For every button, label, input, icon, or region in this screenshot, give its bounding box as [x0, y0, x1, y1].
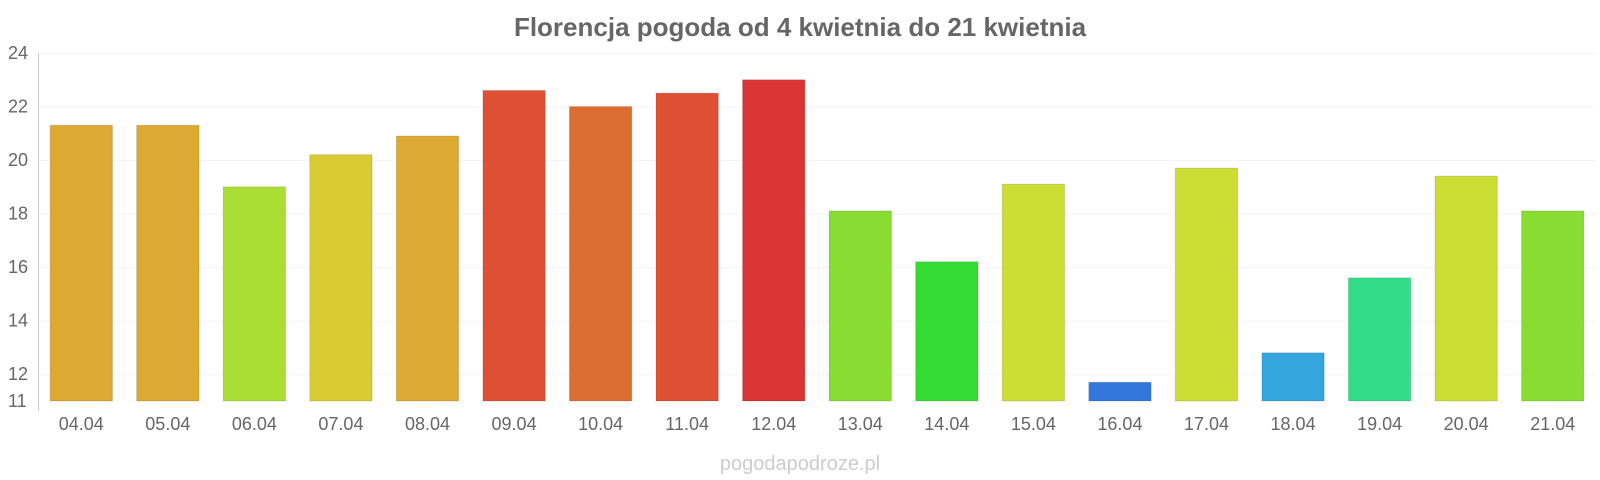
bar-07.04[interactable] — [309, 154, 373, 402]
x-tick-label: 10.04 — [578, 414, 623, 434]
x-tick-label: 07.04 — [318, 414, 363, 434]
bar-19.04[interactable] — [1347, 277, 1412, 402]
x-tick-label: 14.04 — [924, 414, 969, 434]
x-tick-label: 04.04 — [59, 414, 104, 434]
bar-04.04[interactable] — [49, 124, 113, 402]
x-tick-label: 13.04 — [838, 414, 883, 434]
y-tick-label: 11 — [8, 391, 27, 411]
x-tick-label: 08.04 — [405, 414, 450, 434]
x-tick-label: 11.04 — [665, 414, 709, 434]
y-tick-label: 12 — [8, 364, 28, 384]
bar-09.04[interactable] — [482, 89, 546, 402]
bar-10.04[interactable] — [568, 106, 633, 402]
x-tick-label: 06.04 — [232, 414, 277, 434]
bar-11.04[interactable] — [655, 92, 719, 402]
credit-text: pogodapodroze.pl — [720, 453, 880, 475]
x-tick-label: 21.04 — [1530, 414, 1575, 434]
x-tick-label: 09.04 — [492, 414, 537, 434]
bar-06.04[interactable] — [222, 186, 287, 402]
x-tick-label: 17.04 — [1184, 414, 1229, 434]
x-tick-label: 16.04 — [1097, 414, 1142, 434]
gridlines — [38, 53, 1596, 376]
bar-16.04[interactable] — [1088, 381, 1152, 402]
bar-08.04[interactable] — [395, 135, 460, 402]
y-tick-label: 20 — [8, 150, 28, 170]
x-tick-label: 19.04 — [1357, 414, 1402, 434]
bar-12.04[interactable] — [742, 79, 806, 402]
x-axis-ticks: 04.04 05.04 06.04 07.04 08.04 09.04 10.04 11.04… — [59, 414, 1575, 434]
bar-18.04[interactable] — [1261, 352, 1325, 402]
bar-17.04[interactable] — [1174, 167, 1239, 402]
bar-14.04[interactable] — [915, 261, 979, 402]
x-tick-label: 15.04 — [1011, 414, 1056, 434]
bar-20.04[interactable] — [1434, 175, 1498, 402]
y-tick-label: 22 — [8, 97, 28, 117]
y-tick-label: 24 — [8, 43, 28, 63]
bars — [49, 79, 1585, 402]
x-tick-label: 18.04 — [1271, 414, 1316, 434]
bar-05.04[interactable] — [136, 124, 200, 402]
x-tick-label: 20.04 — [1444, 414, 1489, 434]
y-tick-label: 14 — [8, 311, 28, 331]
bar-13.04[interactable] — [828, 210, 892, 402]
y-tick-label: 18 — [8, 204, 28, 224]
x-tick-label: 12.04 — [751, 414, 796, 434]
bar-15.04[interactable] — [1001, 183, 1066, 402]
x-tick-label: 05.04 — [145, 414, 190, 434]
y-axis-ticks: 11 12 14 16 18 20 22 24 — [8, 43, 28, 411]
y-tick-label: 16 — [8, 257, 28, 277]
bar-21.04[interactable] — [1521, 210, 1585, 402]
chart-title: Florencja pogoda od 4 kwietnia do 21 kwi… — [514, 12, 1087, 42]
